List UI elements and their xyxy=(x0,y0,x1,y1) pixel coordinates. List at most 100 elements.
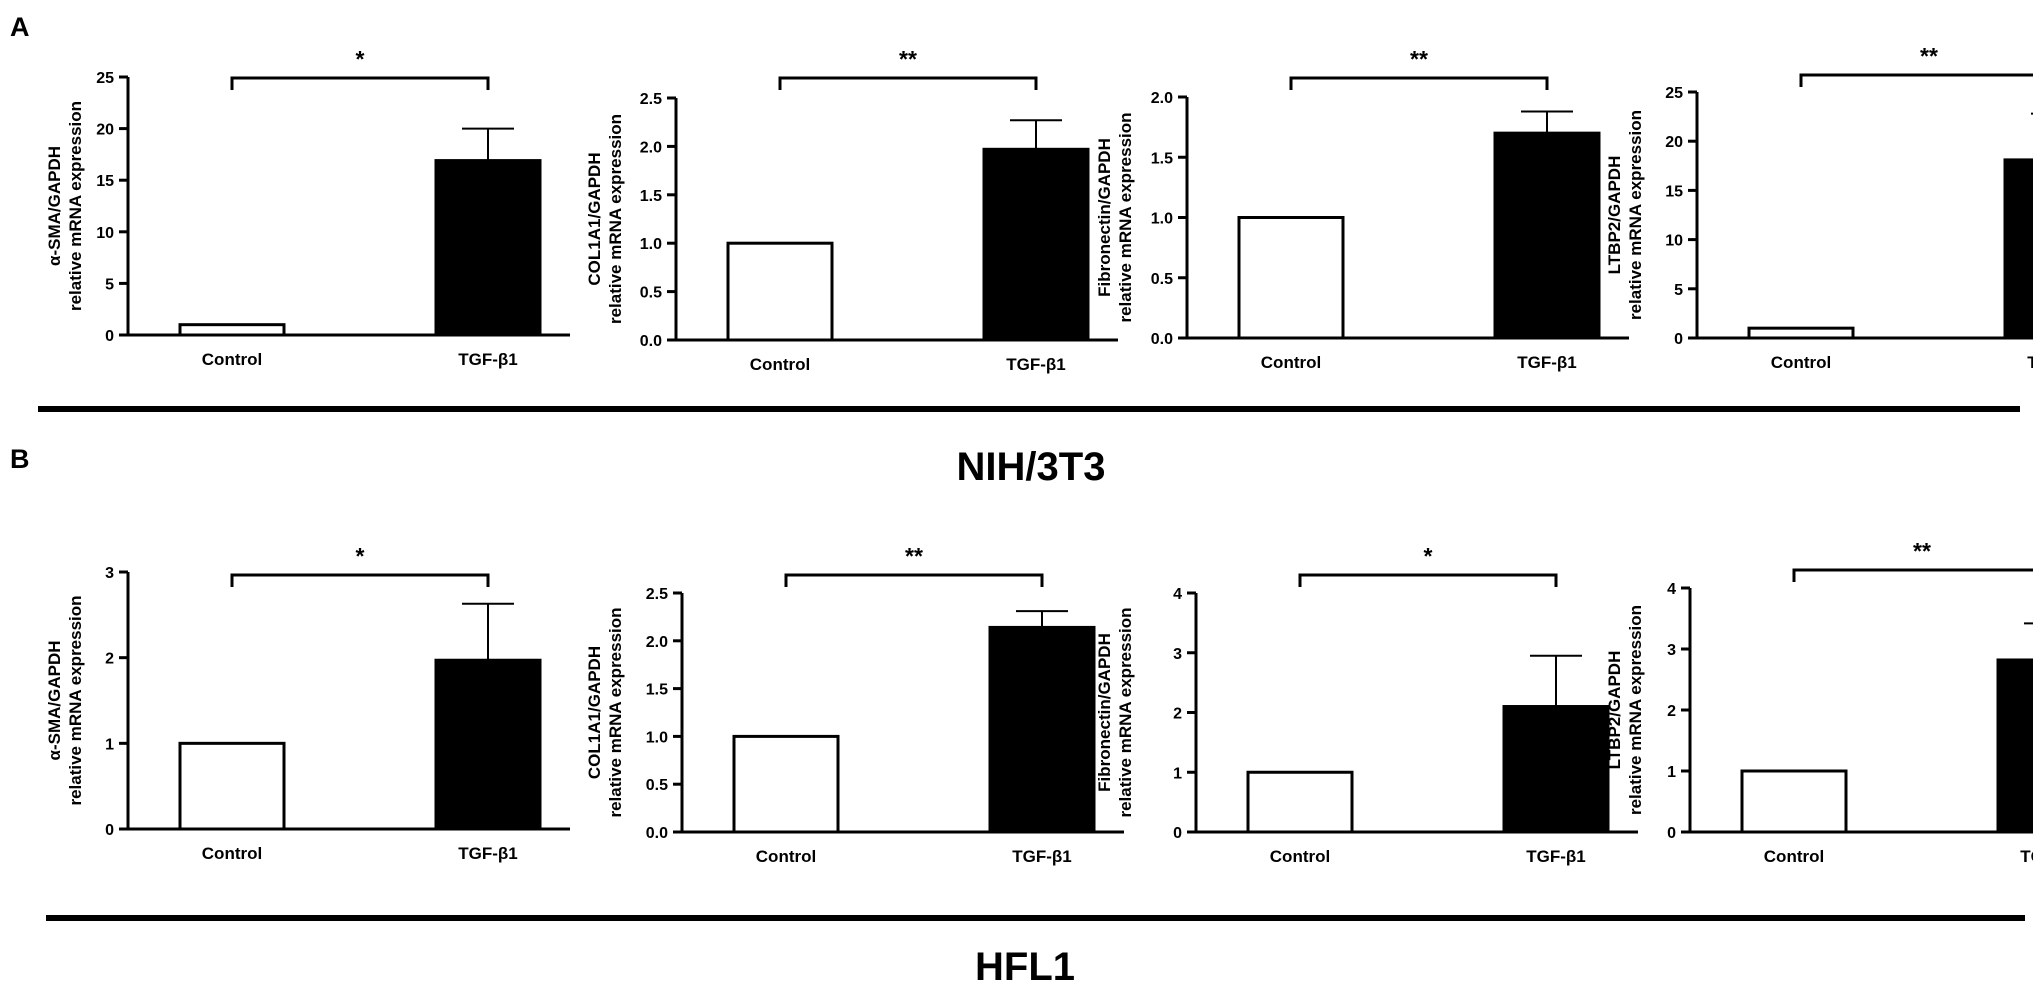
y-tick-label: 25 xyxy=(1665,85,1683,102)
y-tick-label: 0 xyxy=(1667,825,1676,842)
significance-bracket xyxy=(778,76,1038,90)
y-tick-label: 2.0 xyxy=(1151,90,1173,107)
y-tick-label: 0 xyxy=(1674,331,1683,348)
bar-control xyxy=(1747,326,1855,340)
y-axis-label-line: LTBP2/GAPDH xyxy=(1605,651,1624,770)
chart-3: 0.0 0.5 1.0 1.5 2.0 Control TGF-β1 ** Fibronecti… xyxy=(1095,46,1629,372)
x-category-label: TGF-β1 xyxy=(458,844,517,863)
significance-stars: * xyxy=(356,46,365,72)
significance-bracket xyxy=(1289,76,1549,90)
y-tick-label: 3 xyxy=(1667,642,1676,659)
y-tick-label: 2 xyxy=(105,651,114,668)
panel-a-letter: A xyxy=(10,12,30,42)
significance-stars: * xyxy=(356,543,365,569)
y-tick-label: 4 xyxy=(1173,586,1182,603)
significance-stars: ** xyxy=(1913,538,1931,564)
y-tick-label: 15 xyxy=(96,173,114,190)
x-category-label: Control xyxy=(202,844,262,863)
y-tick-label: 10 xyxy=(1665,233,1683,250)
significance-stars: ** xyxy=(1410,46,1428,72)
y-tick-label: 3 xyxy=(1173,646,1182,663)
bar-control xyxy=(726,241,834,342)
y-tick-label: 2.0 xyxy=(646,634,668,651)
x-category-label: Control xyxy=(750,355,810,374)
y-tick-label: 10 xyxy=(96,225,114,242)
y-tick-label: 5 xyxy=(105,276,114,293)
y-tick-label: 0 xyxy=(105,328,114,345)
bar-tgf-b1 xyxy=(1493,131,1601,340)
y-axis-label-line: relative mRNA expression xyxy=(1626,605,1645,815)
significance-bracket xyxy=(1792,568,2033,582)
y-axis-label: LTBP2/GAPDH relative mRNA expression xyxy=(1605,605,1645,815)
y-axis-label-line: COL1A1/GAPDH xyxy=(585,152,604,285)
y-axis-label-line: α-SMA/GAPDH xyxy=(45,640,64,760)
y-tick-label: 1.0 xyxy=(646,729,668,746)
y-tick-label: 1 xyxy=(105,736,114,753)
y-axis-label-line: relative mRNA expression xyxy=(1116,607,1135,817)
x-category-label: TGF-β1 xyxy=(458,350,517,369)
significance-bracket xyxy=(1799,73,2033,87)
y-tick-label: 20 xyxy=(96,122,114,139)
y-tick-label: 1.5 xyxy=(1151,150,1173,167)
y-tick-label: 2.0 xyxy=(640,139,662,156)
y-axis-label: α-SMA/GAPDH relative mRNA expression xyxy=(45,595,85,805)
bar-control xyxy=(178,741,286,831)
bar-tgf-b1 xyxy=(982,147,1090,342)
y-tick-label: 1.0 xyxy=(640,236,662,253)
y-tick-label: 2 xyxy=(1173,706,1182,723)
y-tick-label: 2 xyxy=(1667,703,1676,720)
bar-control xyxy=(178,323,286,337)
significance-bracket xyxy=(784,573,1044,587)
x-category-label: Control xyxy=(756,847,816,866)
y-tick-label: 1 xyxy=(1667,764,1676,781)
row-a-cell-line-label: NIH/3T3 xyxy=(957,445,1106,489)
bar-tgf-b1 xyxy=(1996,658,2033,834)
y-tick-label: 0.5 xyxy=(640,285,662,302)
x-category-label: TGF-β1 xyxy=(1517,353,1576,372)
y-tick-label: 15 xyxy=(1665,183,1683,200)
y-axis-label-line: relative mRNA expression xyxy=(1116,112,1135,322)
bar-tgf-b1 xyxy=(988,625,1096,834)
y-tick-label: 25 xyxy=(96,70,114,87)
y-axis-label-line: LTBP2/GAPDH xyxy=(1605,156,1624,275)
y-tick-label: 0 xyxy=(105,822,114,839)
row-b-cell-line-label: HFL1 xyxy=(975,945,1075,989)
bar-tgf-b1 xyxy=(1502,705,1610,834)
bar-control xyxy=(1740,769,1848,834)
y-axis-label-line: Fibronectin/GAPDH xyxy=(1095,138,1114,297)
y-tick-label: 0.0 xyxy=(1151,331,1173,348)
y-axis-label-line: Fibronectin/GAPDH xyxy=(1095,633,1114,792)
x-category-label: Control xyxy=(1270,847,1330,866)
y-tick-label: 0.0 xyxy=(640,333,662,350)
row-b-divider xyxy=(46,915,2025,921)
significance-bracket xyxy=(230,76,490,90)
y-axis-label: α-SMA/GAPDH relative mRNA expression xyxy=(45,101,85,311)
x-category-label: TGF-β1 xyxy=(1006,355,1065,374)
x-category-label: TGF-β1 xyxy=(2020,847,2033,866)
panel-b-letter: B xyxy=(10,444,30,474)
bar-tgf-b1 xyxy=(434,658,542,831)
y-axis-label: COL1A1/GAPDH relative mRNA expression xyxy=(585,114,625,324)
chart-1: 0 5 10 15 20 25 Control TGF-β1 * α-SMA/GAPDH relat… xyxy=(45,46,570,369)
x-category-label: TGF-β1 xyxy=(2027,353,2033,372)
y-tick-label: 5 xyxy=(1674,282,1683,299)
x-category-label: TGF-β1 xyxy=(1012,847,1071,866)
chart-2: 0.0 0.5 1.0 1.5 2.0 2.5 Control TGF-β1 ** COL1A1/… xyxy=(585,46,1118,374)
y-tick-label: 0.5 xyxy=(1151,271,1173,288)
y-axis-label-line: COL1A1/GAPDH xyxy=(585,646,604,779)
significance-stars: ** xyxy=(1920,43,1938,69)
y-tick-label: 0.5 xyxy=(646,777,668,794)
y-axis-label-line: relative mRNA expression xyxy=(1626,110,1645,320)
significance-bracket xyxy=(230,573,490,587)
x-category-label: TGF-β1 xyxy=(1526,847,1585,866)
significance-stars: ** xyxy=(905,543,923,569)
y-tick-label: 0.0 xyxy=(646,825,668,842)
bar-tgf-b1 xyxy=(434,159,542,337)
chart-5: 0 1 2 3 Control TGF-β1 * α-SMA/GAPDH relative mR… xyxy=(45,543,570,863)
y-axis-label-line: α-SMA/GAPDH xyxy=(45,146,64,266)
significance-bracket xyxy=(1298,573,1558,587)
y-tick-label: 20 xyxy=(1665,134,1683,151)
y-axis-label: COL1A1/GAPDH relative mRNA expression xyxy=(585,607,625,817)
